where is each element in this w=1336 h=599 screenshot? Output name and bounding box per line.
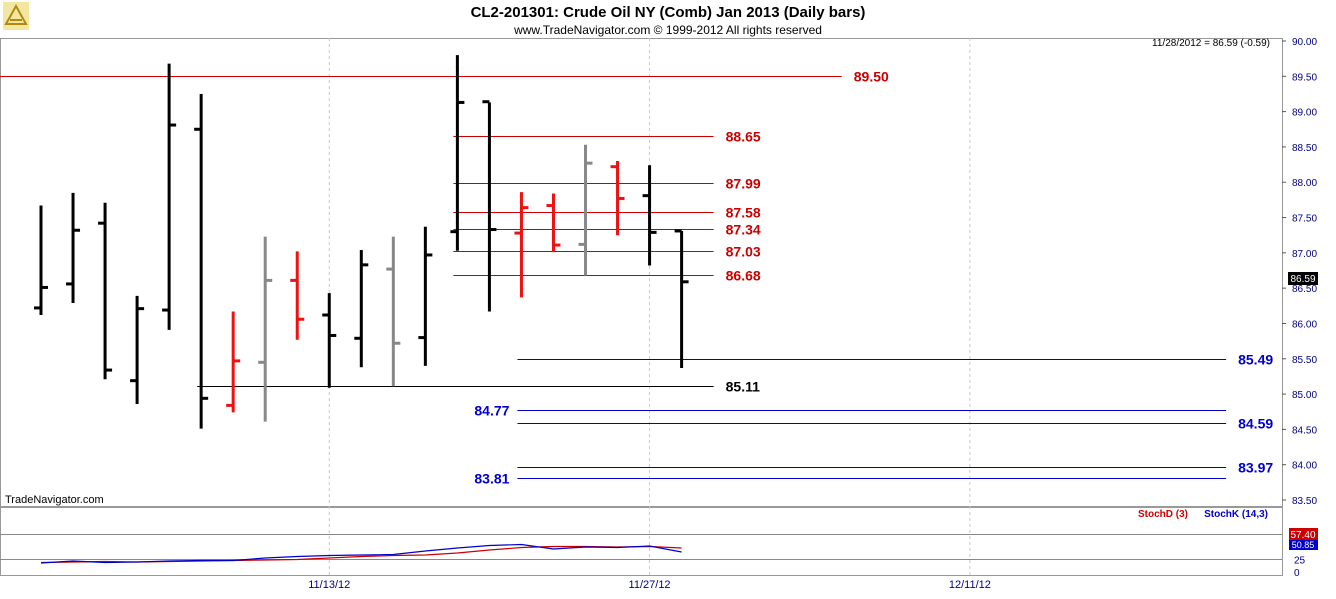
ohlc-bar <box>34 205 48 315</box>
ohlc-bar <box>354 250 369 368</box>
ohlc-bar <box>130 295 145 404</box>
ohlc-bar <box>386 236 401 387</box>
y-tick-label: 89.00 <box>1292 108 1317 119</box>
price-level-label: 83.97 <box>1238 460 1273 476</box>
y-tick-label: 88.00 <box>1292 178 1317 189</box>
x-tick-label: 11/13/12 <box>308 579 350 591</box>
price-level-label: 84.77 <box>474 403 509 419</box>
y-tick-label: 84.50 <box>1292 425 1317 436</box>
price-level-label: 83.81 <box>474 471 509 487</box>
chart-title: CL2-201301: Crude Oil NY (Comb) Jan 2013… <box>471 4 866 21</box>
watermark: TradeNavigator.com <box>5 494 104 506</box>
last-price-status: 11/28/2012 = 86.59 (-0.59) <box>1152 38 1270 49</box>
y-tick-label: 85.00 <box>1292 390 1317 401</box>
stoch-line <box>40 543 682 564</box>
price-level-label: 84.59 <box>1238 416 1273 432</box>
ohlc-bar <box>322 293 337 388</box>
stoch-pane-frame <box>0 507 1283 576</box>
stoch-y-tick-label: 25 <box>1294 556 1306 567</box>
ohlc-bar <box>450 55 465 251</box>
ohlc-bar <box>290 251 305 340</box>
x-tick-label: 11/27/12 <box>629 579 671 591</box>
ohlc-bar <box>258 236 273 422</box>
ohlc-bar <box>514 192 529 298</box>
stochastic-panel <box>0 534 1282 564</box>
ohlc-bar <box>226 311 241 413</box>
stoch-d-tag: 57.40 <box>1290 530 1315 541</box>
ohlc-bar <box>482 100 497 312</box>
price-level-label: 88.65 <box>726 129 761 145</box>
ohlc-bar <box>98 202 113 380</box>
price-level-label: 87.03 <box>726 244 761 260</box>
ohlc-bar <box>162 63 177 330</box>
price-pane-frame <box>0 38 1283 507</box>
copyright-text: www.TradeNavigator.com © 1999-2012 All r… <box>513 23 822 37</box>
stoch-d-tag-bg <box>1289 528 1318 540</box>
y-tick-label: 87.50 <box>1292 214 1317 225</box>
ohlc-bar <box>194 93 209 429</box>
last-price-tag: 86.59 <box>1290 274 1315 285</box>
price-level-label: 87.34 <box>726 222 761 238</box>
ohlc-bar <box>418 226 433 366</box>
y-tick-label: 84.00 <box>1292 461 1317 472</box>
ohlc-bar <box>578 144 593 276</box>
last-price-tag-bg <box>1288 272 1318 285</box>
price-level-label: 89.50 <box>854 69 889 85</box>
price-level-label: 86.68 <box>726 268 761 284</box>
y-tick-label: 86.50 <box>1292 284 1317 295</box>
y-tick-label: 90.00 <box>1292 37 1317 48</box>
price-axis: 90.00 89.50 89.00 88.50 88.00 87.50 87.00 86.50… <box>1282 37 1317 579</box>
price-level-label: 85.49 <box>1238 352 1273 368</box>
price-bars <box>34 55 689 429</box>
y-tick-label: 85.50 <box>1292 355 1317 366</box>
y-tick-label: 87.00 <box>1292 249 1317 260</box>
price-level-label: 87.99 <box>726 176 761 192</box>
y-tick-label: 83.50 <box>1292 496 1317 507</box>
price-level-label: 85.11 <box>726 379 760 395</box>
logo-icon <box>3 2 29 30</box>
ohlc-bar <box>610 161 625 236</box>
x-tick-label: 12/11/12 <box>949 579 991 591</box>
ohlc-bar <box>66 192 81 303</box>
ohlc-bar <box>642 165 657 266</box>
ohlc-bar <box>546 193 561 253</box>
price-level-label: 87.58 <box>726 205 761 221</box>
y-tick-label: 89.50 <box>1292 72 1317 83</box>
stoch-d-legend: StochD (3) <box>1138 509 1188 520</box>
y-tick-label: 86.00 <box>1292 319 1317 330</box>
y-tick-label: 88.50 <box>1292 143 1317 154</box>
stoch-k-legend: StochK (14,3) <box>1204 509 1268 520</box>
grid: 11/13/12 11/27/12 12/11/12 <box>0 38 1283 591</box>
stoch-k-tag: 50.85 <box>1292 540 1315 550</box>
stoch-y-tick-label: 0 <box>1294 568 1300 579</box>
stoch-k-tag-bg <box>1289 540 1318 550</box>
ohlc-bar <box>674 229 689 368</box>
